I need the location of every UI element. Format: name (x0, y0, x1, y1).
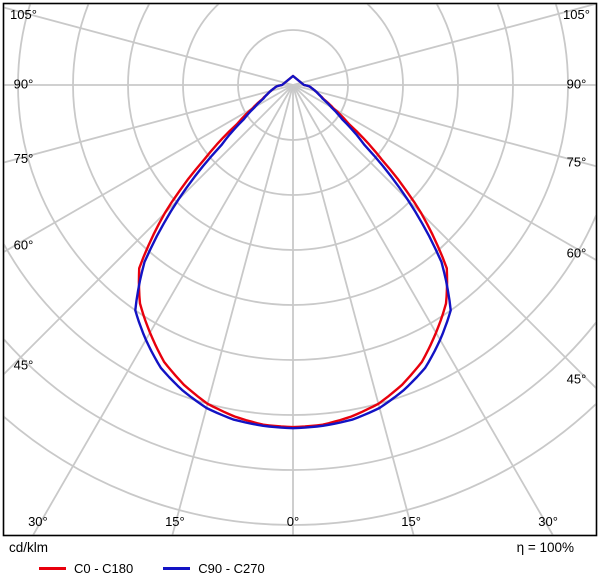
legend-swatch-c0-c180 (39, 567, 66, 570)
angle-label: 90° (14, 76, 34, 91)
legend-item-c90-c270: C90 - C270 (163, 561, 265, 576)
polar-chart: 105° 90° 75° 60° 45° 30° 15° 0° 15° 30° 45° 60° 75° 9… (2, 2, 598, 537)
angle-label: 60° (567, 246, 587, 261)
angle-label: 75° (567, 155, 587, 170)
angle-label: 105° (10, 7, 37, 22)
angle-label: 90° (567, 76, 587, 91)
angle-label: 105° (563, 7, 590, 22)
angle-label: 45° (567, 371, 587, 386)
polar-grid (4, 4, 596, 535)
legend-label-c90-c270: C90 - C270 (198, 561, 265, 576)
plot-border (2, 2, 598, 537)
angle-label: 0° (287, 514, 299, 529)
angle-label: 15° (165, 514, 185, 529)
series-curve-1 (134, 74, 452, 430)
angle-label: 15° (401, 514, 421, 529)
angle-label: 30° (28, 514, 48, 529)
angle-label: 60° (14, 238, 34, 253)
legend: C0 - C180 C90 - C270 (39, 561, 574, 576)
legend-item-c0-c180: C0 - C180 (39, 561, 133, 576)
angle-label: 75° (14, 151, 34, 166)
angle-label: 30° (538, 514, 558, 529)
legend-swatch-c90-c270 (163, 567, 191, 570)
footer-top-row: cd/klm η = 100% (9, 540, 574, 555)
legend-label-c0-c180: C0 - C180 (74, 561, 134, 576)
unit-label: cd/klm (9, 540, 49, 555)
efficiency-label: η = 100% (516, 540, 574, 555)
chart-footer: cd/klm η = 100% C0 - C180 C90 - C270 (0, 537, 600, 588)
angle-label: 45° (14, 357, 34, 372)
polar-diagram-svg: 105° 90° 75° 60° 45° 30° 15° 0° 15° 30° 45° 60° 75° 9… (2, 2, 598, 537)
